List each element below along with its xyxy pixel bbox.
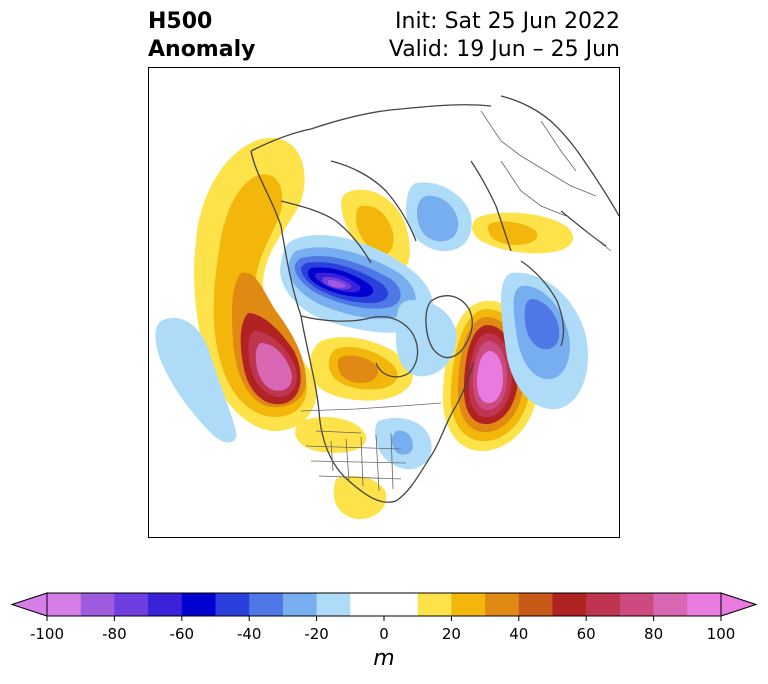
colorbar-extend-min [10, 592, 48, 617]
colorbar-bin [552, 593, 587, 616]
colorbar-bin [417, 593, 452, 616]
colorbar-bin [249, 593, 284, 616]
colorbar-bin [80, 593, 115, 616]
colorbar-tick-label: 60 [576, 625, 596, 643]
colorbar-bin [215, 593, 250, 616]
ridge-canada-40 [337, 355, 379, 383]
ridge-eurasia-30 [487, 221, 538, 245]
map-title: H500 Anomaly [148, 8, 255, 64]
colorbar [10, 592, 758, 621]
ridge-us-20 [295, 416, 367, 453]
colorbar-tick-label: -60 [169, 625, 195, 643]
trough-europe-40 [524, 299, 560, 350]
colorbar-bin [114, 593, 149, 616]
colorbar-extend-max [720, 592, 758, 617]
colorbar-bin [350, 593, 419, 616]
map-canvas [155, 95, 619, 520]
valid-range: Valid: 19 Jun – 25 Jun [388, 37, 620, 62]
colorbar-tick-label: 100 [706, 625, 736, 643]
colorbar-bin [148, 593, 183, 616]
colorbar-tick-label: 0 [379, 625, 389, 643]
colorbar-tick-label: 20 [441, 625, 461, 643]
colorbar-units-label: m [373, 646, 395, 671]
colorbar-tick-label: -20 [304, 625, 329, 643]
anomaly-contours [155, 137, 588, 520]
colorbar-bin [181, 593, 216, 616]
political-borders [300, 110, 612, 492]
colorbar-tick-label: 40 [509, 625, 529, 643]
colorbar-bin [518, 593, 553, 616]
colorbar-bin [653, 593, 688, 616]
colorbar-tick-label: -100 [29, 625, 65, 643]
ridge-pacific-70 [255, 343, 292, 391]
trough-siberia-30 [417, 195, 459, 242]
colorbar-bin [586, 593, 621, 616]
ridge-arctic-30 [356, 205, 394, 255]
trough-greenland-20 [396, 299, 457, 377]
anomaly-map [148, 67, 620, 538]
title-field: Anomaly [148, 37, 256, 62]
colorbar-bin [687, 593, 722, 616]
colorbar-bin [619, 593, 655, 616]
colorbar-bin [47, 593, 82, 616]
colorbar-tick-label: 80 [644, 625, 664, 643]
colorbar-bin [485, 593, 520, 616]
ridge-gulf-20 [333, 475, 387, 520]
ridge-atlantic-90 [477, 351, 503, 403]
coastlines [250, 95, 619, 503]
trough-canada-90 [327, 280, 346, 288]
init-date: Init: Sat 25 Jun 2022 [395, 9, 620, 34]
colorbar-bin [451, 593, 486, 616]
trough-pacific-20 [155, 317, 237, 443]
colorbar-tick-label: -40 [236, 625, 262, 643]
map-dates: Init: Sat 25 Jun 2022 Valid: 19 Jun – 25… [389, 8, 620, 64]
title-variable: H500 [148, 9, 213, 34]
colorbar-bin [282, 593, 318, 616]
colorbar-bin [316, 593, 351, 616]
colorbar-tick-label: -80 [102, 625, 127, 643]
